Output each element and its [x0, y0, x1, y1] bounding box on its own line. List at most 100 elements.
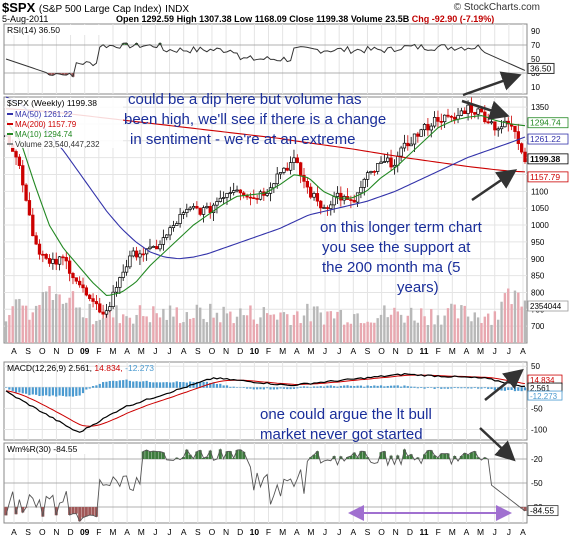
- volume-bar: [440, 324, 443, 343]
- volume-bar: [446, 308, 450, 343]
- macd-histogram-bar: [279, 387, 282, 389]
- price-candle: [232, 190, 236, 193]
- macd-histogram-bar: [272, 387, 275, 390]
- x-tick-label: A: [124, 527, 130, 537]
- macd-histogram-bar: [81, 387, 85, 394]
- price-tag: 1199.38: [530, 154, 561, 164]
- volume-bar: [115, 305, 118, 343]
- volume-tag: 2354044: [530, 302, 562, 311]
- volume-bar: [175, 307, 178, 343]
- x-tick-label: D: [407, 527, 413, 537]
- ma10-line: [5, 115, 526, 296]
- x-tick-label: N: [393, 527, 399, 537]
- price-candle: [335, 192, 340, 197]
- price-candle: [439, 121, 443, 123]
- x-tick-label: J: [323, 346, 327, 356]
- price-candle: [382, 161, 387, 163]
- x-tick-label: 10: [250, 346, 260, 356]
- price-tick: 700: [531, 322, 545, 331]
- x-tick-label: D: [237, 527, 243, 537]
- volume-bar: [409, 307, 413, 343]
- volume-bar: [95, 320, 98, 343]
- price-candle: [94, 301, 99, 305]
- macd-histogram-bar: [21, 387, 24, 394]
- price-candle: [275, 173, 279, 185]
- macd-label-main: MACD(12,26,9) 2.561,: [7, 363, 92, 373]
- macd-histogram-bar: [269, 387, 272, 390]
- volume-bar: [24, 305, 28, 343]
- macd-histogram-bar: [299, 386, 302, 388]
- volume-bar: [262, 307, 266, 343]
- x-tick-label: 11: [420, 527, 429, 537]
- macd-histogram-bar: [400, 386, 403, 388]
- price-candle: [141, 253, 145, 256]
- macd-histogram-bar: [322, 386, 326, 388]
- price-candle: [362, 178, 366, 188]
- macd-histogram-bar: [185, 382, 188, 388]
- volume-bar: [490, 324, 493, 343]
- rsi-line: [5, 41, 526, 78]
- volume-bar: [51, 299, 55, 343]
- x-tick-label: M: [477, 527, 484, 537]
- price-candle: [392, 164, 397, 168]
- macd-histogram-bar: [95, 385, 98, 388]
- x-tick-label: M: [138, 346, 145, 356]
- legend-entry: MA(200) 1157.79: [15, 120, 77, 129]
- arrow-ma200: [471, 169, 518, 202]
- price-candle: [171, 225, 176, 229]
- x-tick-label: A: [350, 346, 356, 356]
- volume-bar: [182, 322, 185, 343]
- low-value: 1168.09: [254, 14, 287, 24]
- volume-bar: [132, 323, 135, 343]
- rsi-label: RSI(14) 36.50: [7, 25, 60, 35]
- volume-bar: [386, 317, 389, 343]
- price-candle: [292, 157, 296, 163]
- macd-histogram-bar: [276, 387, 279, 390]
- price-tag-box: [527, 171, 569, 183]
- macd-histogram-bar: [426, 387, 429, 388]
- macd-histogram-bar: [520, 387, 523, 392]
- x-tick-label: J: [507, 527, 511, 537]
- brand-watermark: © StockCharts.com: [453, 2, 540, 13]
- macd-label-signal: 14.834,: [92, 363, 123, 373]
- arrow-rsi: [462, 71, 522, 97]
- volume-bar: [342, 324, 346, 343]
- macd-histogram-bar: [333, 386, 336, 388]
- price-candle: [24, 184, 28, 201]
- volume-bar: [473, 312, 476, 343]
- volume-bar: [118, 323, 122, 343]
- macd-histogram-bar: [235, 387, 239, 388]
- price-candle: [178, 214, 182, 224]
- x-tick-label: S: [25, 527, 31, 537]
- volume-bar: [91, 324, 95, 343]
- macd-histogram-bar: [199, 382, 202, 388]
- x-tick-label: N: [393, 346, 399, 356]
- macd-histogram-bar: [336, 386, 339, 388]
- macd-histogram-bar: [517, 387, 520, 391]
- volume-bar: [75, 307, 78, 343]
- volume-bar: [413, 320, 416, 343]
- volume-bar: [265, 313, 269, 343]
- price-candle: [285, 167, 289, 171]
- macd-histogram-bar: [483, 387, 486, 389]
- price-candle: [17, 156, 22, 166]
- volume-bar: [168, 305, 172, 343]
- price-candle: [31, 214, 35, 237]
- x-tick-label: F: [96, 527, 101, 537]
- macd-histogram-bar: [239, 387, 242, 388]
- macd-histogram-bar: [316, 386, 319, 388]
- x-tick-label: O: [378, 346, 385, 356]
- volume-bar: [185, 312, 189, 343]
- x-tick-label: J: [167, 527, 171, 537]
- x-tick-label: S: [25, 346, 31, 356]
- price-candle: [406, 142, 410, 147]
- macd-histogram-bar: [292, 387, 296, 389]
- price-candle: [499, 126, 504, 130]
- macd-histogram-bar: [356, 385, 359, 388]
- price-candle: [255, 198, 259, 200]
- volume-bar: [480, 322, 483, 343]
- macd-histogram-bar: [175, 381, 178, 388]
- change-value: -92.90 (-7.19%): [431, 14, 495, 24]
- x-tick-label: M: [307, 527, 314, 537]
